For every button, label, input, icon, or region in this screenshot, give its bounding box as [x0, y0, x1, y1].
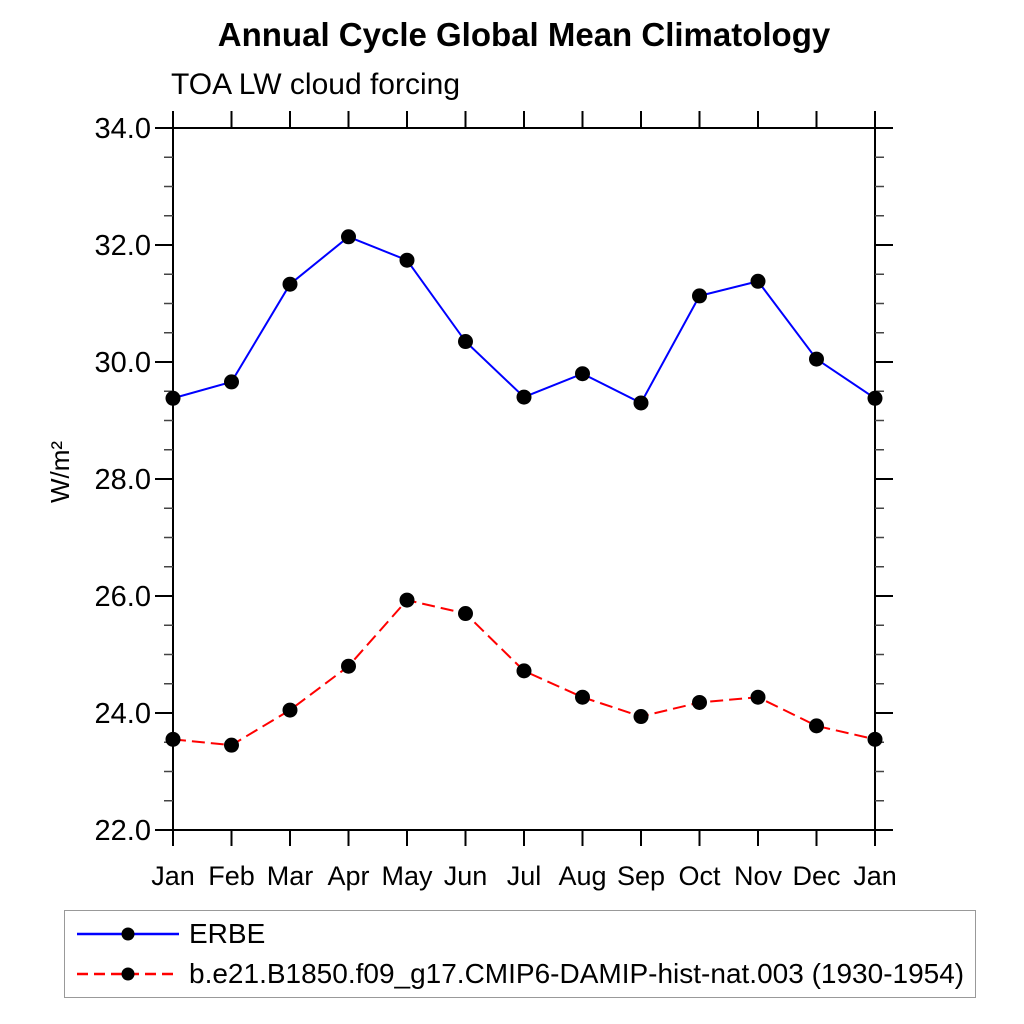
y-tick-label: 28.0 — [95, 464, 151, 496]
data-point-erbe — [633, 395, 649, 411]
x-tick-label: Oct — [678, 861, 721, 891]
legend-label-model: b.e21.B1850.f09_g17.CMIP6-DAMIP-hist-nat… — [189, 958, 965, 989]
x-tick-label: Dec — [792, 861, 840, 891]
data-point-erbe — [224, 374, 239, 390]
data-point-model — [633, 709, 649, 725]
legend-label-erbe: ERBE — [189, 918, 266, 949]
data-point-erbe — [458, 334, 473, 350]
data-point-erbe — [750, 273, 766, 289]
x-tick-label: Feb — [208, 861, 255, 891]
chart-subtitle: TOA LW cloud forcing — [171, 68, 461, 101]
data-point-erbe — [692, 288, 707, 304]
data-point-model — [458, 606, 473, 622]
data-point-model — [224, 737, 239, 753]
data-point-model — [165, 731, 181, 747]
y-tick-label: 26.0 — [95, 581, 151, 613]
series-line-erbe — [172, 235, 876, 405]
data-point-model — [399, 592, 415, 608]
data-point-model — [575, 689, 590, 705]
plot-frame — [172, 127, 876, 831]
data-point-model — [867, 731, 883, 747]
data-point-erbe — [516, 389, 532, 405]
x-tick-label: Mar — [267, 861, 314, 891]
data-point-erbe — [282, 276, 298, 292]
y-tick-label: 22.0 — [95, 815, 151, 847]
data-point-erbe — [341, 229, 356, 245]
legend-line-sample-solid — [77, 927, 179, 941]
x-tick-label: Jun — [444, 861, 488, 891]
data-point-model — [809, 718, 824, 734]
x-tick-label: Aug — [558, 861, 606, 891]
data-point-erbe — [399, 252, 415, 268]
data-point-erbe — [867, 390, 883, 406]
chart-title: Annual Cycle Global Mean Climatology — [217, 16, 831, 53]
data-point-model — [750, 689, 766, 705]
y-tick-label: 32.0 — [95, 230, 151, 262]
legend-marker-dot — [121, 967, 135, 981]
x-tick-label: Nov — [734, 861, 783, 891]
y-tick-label: 30.0 — [95, 347, 151, 379]
legend-marker-dot — [121, 927, 135, 941]
legend: ERBE b.e21.B1850.f09_g17.CMIP6-DAMIP-his… — [64, 910, 976, 998]
data-point-model — [516, 663, 532, 679]
x-tick-label: Jul — [507, 861, 542, 891]
x-tick-label: Apr — [327, 861, 369, 891]
y-tick-label: 34.0 — [95, 113, 151, 145]
x-tick-label: Jan — [853, 861, 897, 891]
data-point-erbe — [809, 351, 824, 367]
legend-item-erbe: ERBE — [73, 917, 975, 951]
x-tick-label: May — [381, 861, 433, 891]
y-tick-label: 24.0 — [95, 698, 151, 730]
data-point-model — [341, 658, 356, 674]
legend-line-sample-dashed — [77, 967, 179, 981]
x-tick-label: Sep — [617, 861, 665, 891]
data-point-erbe — [575, 366, 590, 382]
data-point-model — [282, 702, 298, 718]
data-point-erbe — [165, 390, 181, 406]
data-point-model — [692, 694, 707, 710]
x-tick-label: Jan — [151, 861, 195, 891]
legend-item-model: b.e21.B1850.f09_g17.CMIP6-DAMIP-hist-nat… — [73, 957, 975, 991]
